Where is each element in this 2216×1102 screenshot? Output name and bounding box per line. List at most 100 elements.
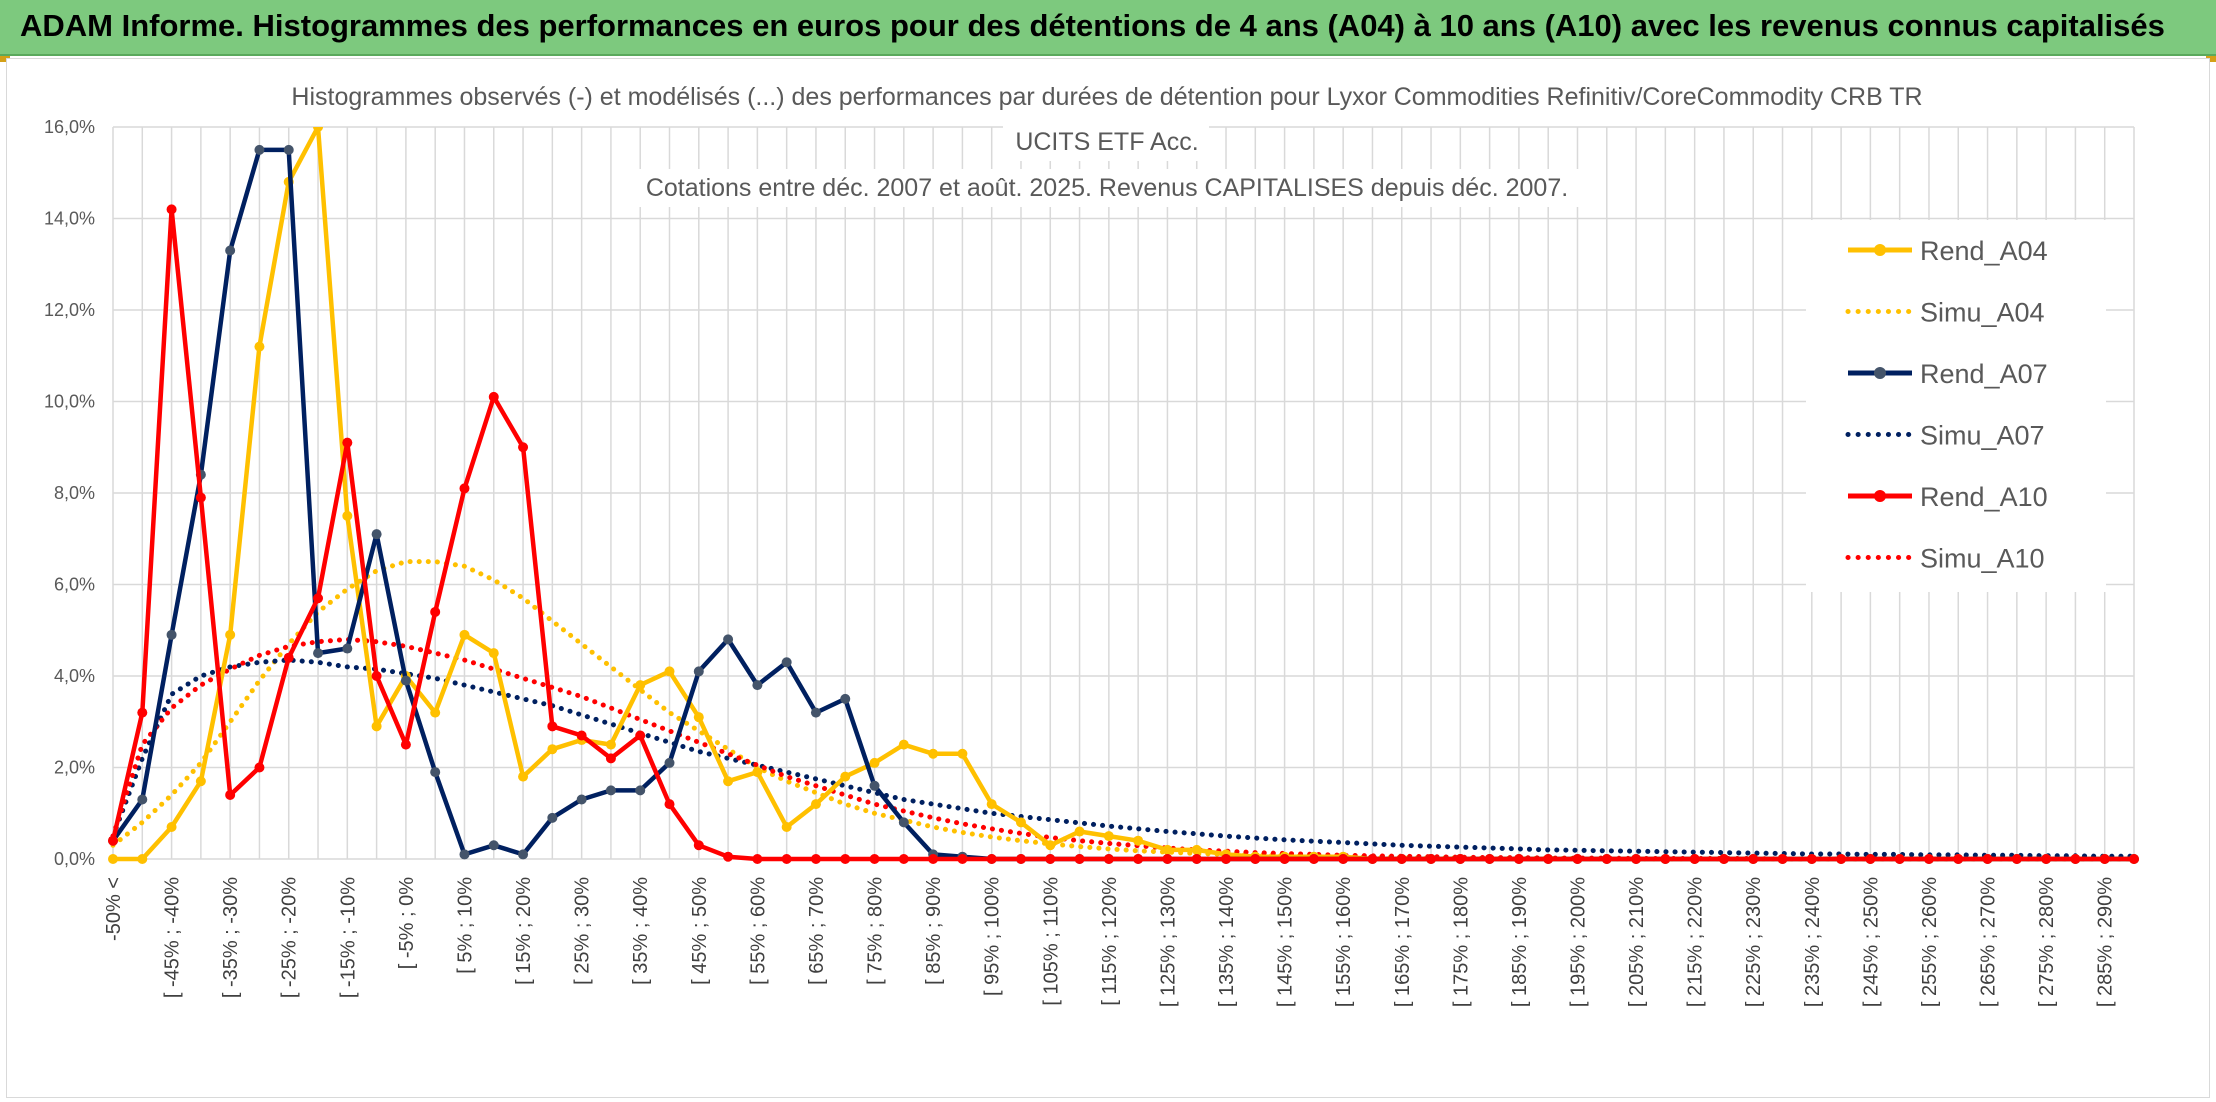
x-tick-label: [ 115% ; 120% xyxy=(1099,877,1121,1006)
x-tick-label: [ 155% ; 160% xyxy=(1333,877,1355,1007)
series-marker-rend_a10 xyxy=(1367,854,1378,864)
series-marker-rend_a10 xyxy=(518,442,529,453)
chart-title-line: UCITS ETF Acc. xyxy=(1015,128,1198,156)
series-marker-rend_a07 xyxy=(430,767,441,778)
x-tick-label: [ 285% ; 290% xyxy=(2095,877,2117,1007)
series-line-rend_a10 xyxy=(110,207,2134,862)
series-marker-rend_a10 xyxy=(1015,854,1026,864)
series-marker-rend_a10 xyxy=(840,854,851,864)
legend-marker-rend_a10 xyxy=(1874,490,1886,502)
x-tick-label: -50% < xyxy=(103,877,125,941)
legend-label-simu_a10: Simu_A10 xyxy=(1920,544,2045,574)
series-marker-rend_a10 xyxy=(1308,854,1319,864)
series-marker-rend_a07 xyxy=(371,529,382,540)
y-tick-label: 0,0% xyxy=(54,849,95,869)
series-marker-rend_a07 xyxy=(518,849,529,860)
series-marker-rend_a07 xyxy=(342,643,353,654)
series-marker-rend_a04 xyxy=(810,799,821,810)
series-marker-rend_a10 xyxy=(2011,854,2022,864)
series-marker-rend_a10 xyxy=(166,204,177,215)
series-marker-rend_a10 xyxy=(137,707,148,718)
y-tick-label: 14,0% xyxy=(44,209,95,229)
series-marker-rend_a10 xyxy=(752,854,763,864)
series-marker-rend_a04 xyxy=(1074,826,1085,837)
series-marker-rend_a04 xyxy=(605,739,616,750)
x-tick-label: [ 245% ; 250% xyxy=(1860,877,1882,1007)
series-marker-rend_a10 xyxy=(1601,854,1612,864)
series-marker-rend_a04 xyxy=(1015,817,1026,828)
x-tick-label: [ 45% ; 50% xyxy=(689,877,711,985)
series-marker-rend_a10 xyxy=(605,753,616,764)
chart-title-line: Histogrammes observés (-) et modélisés (… xyxy=(291,83,1922,111)
series-marker-rend_a10 xyxy=(1982,854,1993,864)
corner-mark-right xyxy=(2206,56,2216,62)
series-marker-rend_a10 xyxy=(488,391,499,402)
series-marker-rend_a10 xyxy=(1338,854,1349,864)
x-tick-label: [ -35% ; -30% xyxy=(220,877,242,998)
series-marker-rend_a10 xyxy=(1396,854,1407,864)
x-tick-label: [ 205% ; 210% xyxy=(1626,877,1648,1007)
series-marker-rend_a10 xyxy=(1894,854,1905,864)
plot-area xyxy=(108,127,2139,864)
x-tick-label: [ -45% ; -40% xyxy=(162,877,184,998)
series-marker-rend_a10 xyxy=(1103,854,1114,864)
series-marker-rend_a07 xyxy=(459,849,470,860)
x-tick-label: [ 195% ; 200% xyxy=(1567,877,1589,1007)
series-marker-rend_a10 xyxy=(693,840,704,851)
series-marker-rend_a10 xyxy=(459,483,470,494)
series-marker-rend_a04 xyxy=(664,666,675,677)
series-marker-rend_a07 xyxy=(840,693,851,704)
series-marker-rend_a04 xyxy=(840,771,851,782)
series-marker-rend_a04 xyxy=(254,341,265,352)
series-marker-rend_a10 xyxy=(576,730,587,741)
series-marker-rend_a07 xyxy=(225,245,236,256)
series-marker-rend_a07 xyxy=(313,648,324,659)
series-marker-rend_a10 xyxy=(1045,854,1056,864)
series-marker-rend_a10 xyxy=(1865,854,1876,864)
x-tick-label: [ 105% ; 110% xyxy=(1040,877,1062,1006)
legend-box xyxy=(1806,220,2106,592)
series-marker-rend_a10 xyxy=(1689,854,1700,864)
series-marker-rend_a10 xyxy=(1543,854,1554,864)
y-tick-label: 8,0% xyxy=(54,483,95,503)
series-marker-rend_a10 xyxy=(313,593,324,604)
series-marker-rend_a04 xyxy=(869,757,880,768)
series-marker-rend_a07 xyxy=(693,666,704,677)
report-banner: ADAM Informe. Histogrammes des performan… xyxy=(0,0,2216,56)
x-tick-label: [ 235% ; 240% xyxy=(1802,877,1824,1007)
series-marker-rend_a10 xyxy=(664,799,675,810)
series-marker-rend_a04 xyxy=(1191,844,1202,855)
series-marker-rend_a10 xyxy=(342,437,353,448)
series-marker-rend_a10 xyxy=(2129,854,2139,864)
legend-label-simu_a04: Simu_A04 xyxy=(1920,298,2045,328)
x-tick-label: [ 135% ; 140% xyxy=(1216,877,1238,1007)
series-marker-rend_a04 xyxy=(1103,831,1114,842)
report-title: ADAM Informe. Histogrammes des performan… xyxy=(20,8,2165,43)
series-marker-rend_a04 xyxy=(225,629,236,640)
series-marker-rend_a10 xyxy=(869,854,880,864)
series-marker-rend_a10 xyxy=(1953,854,1964,864)
series-marker-rend_a10 xyxy=(195,492,206,503)
series-marker-rend_a10 xyxy=(2041,854,2052,864)
series-marker-rend_a10 xyxy=(547,721,558,732)
series-marker-rend_a04 xyxy=(195,776,206,787)
series-line-simu_a10 xyxy=(110,636,2137,862)
series-marker-rend_a10 xyxy=(957,854,968,864)
series-marker-rend_a04 xyxy=(342,510,353,521)
y-tick-label: 4,0% xyxy=(54,666,95,686)
series-marker-rend_a04 xyxy=(137,854,148,864)
series-marker-rend_a10 xyxy=(371,671,382,681)
series-marker-rend_a10 xyxy=(1426,854,1437,864)
series-marker-rend_a07 xyxy=(635,785,646,796)
series-marker-rend_a10 xyxy=(1162,854,1173,864)
series-marker-rend_a07 xyxy=(605,785,616,796)
x-tick-label: [ 275% ; 280% xyxy=(2036,877,2058,1007)
x-tick-label: [ -5% ; 0% xyxy=(396,877,418,969)
series-marker-rend_a10 xyxy=(1513,854,1524,864)
x-tick-label: [ 185% ; 190% xyxy=(1509,877,1531,1007)
x-tick-label: [ 35% ; 40% xyxy=(630,877,652,985)
series-marker-rend_a10 xyxy=(928,854,939,864)
series-marker-rend_a04 xyxy=(518,771,529,782)
series-marker-rend_a10 xyxy=(810,854,821,864)
